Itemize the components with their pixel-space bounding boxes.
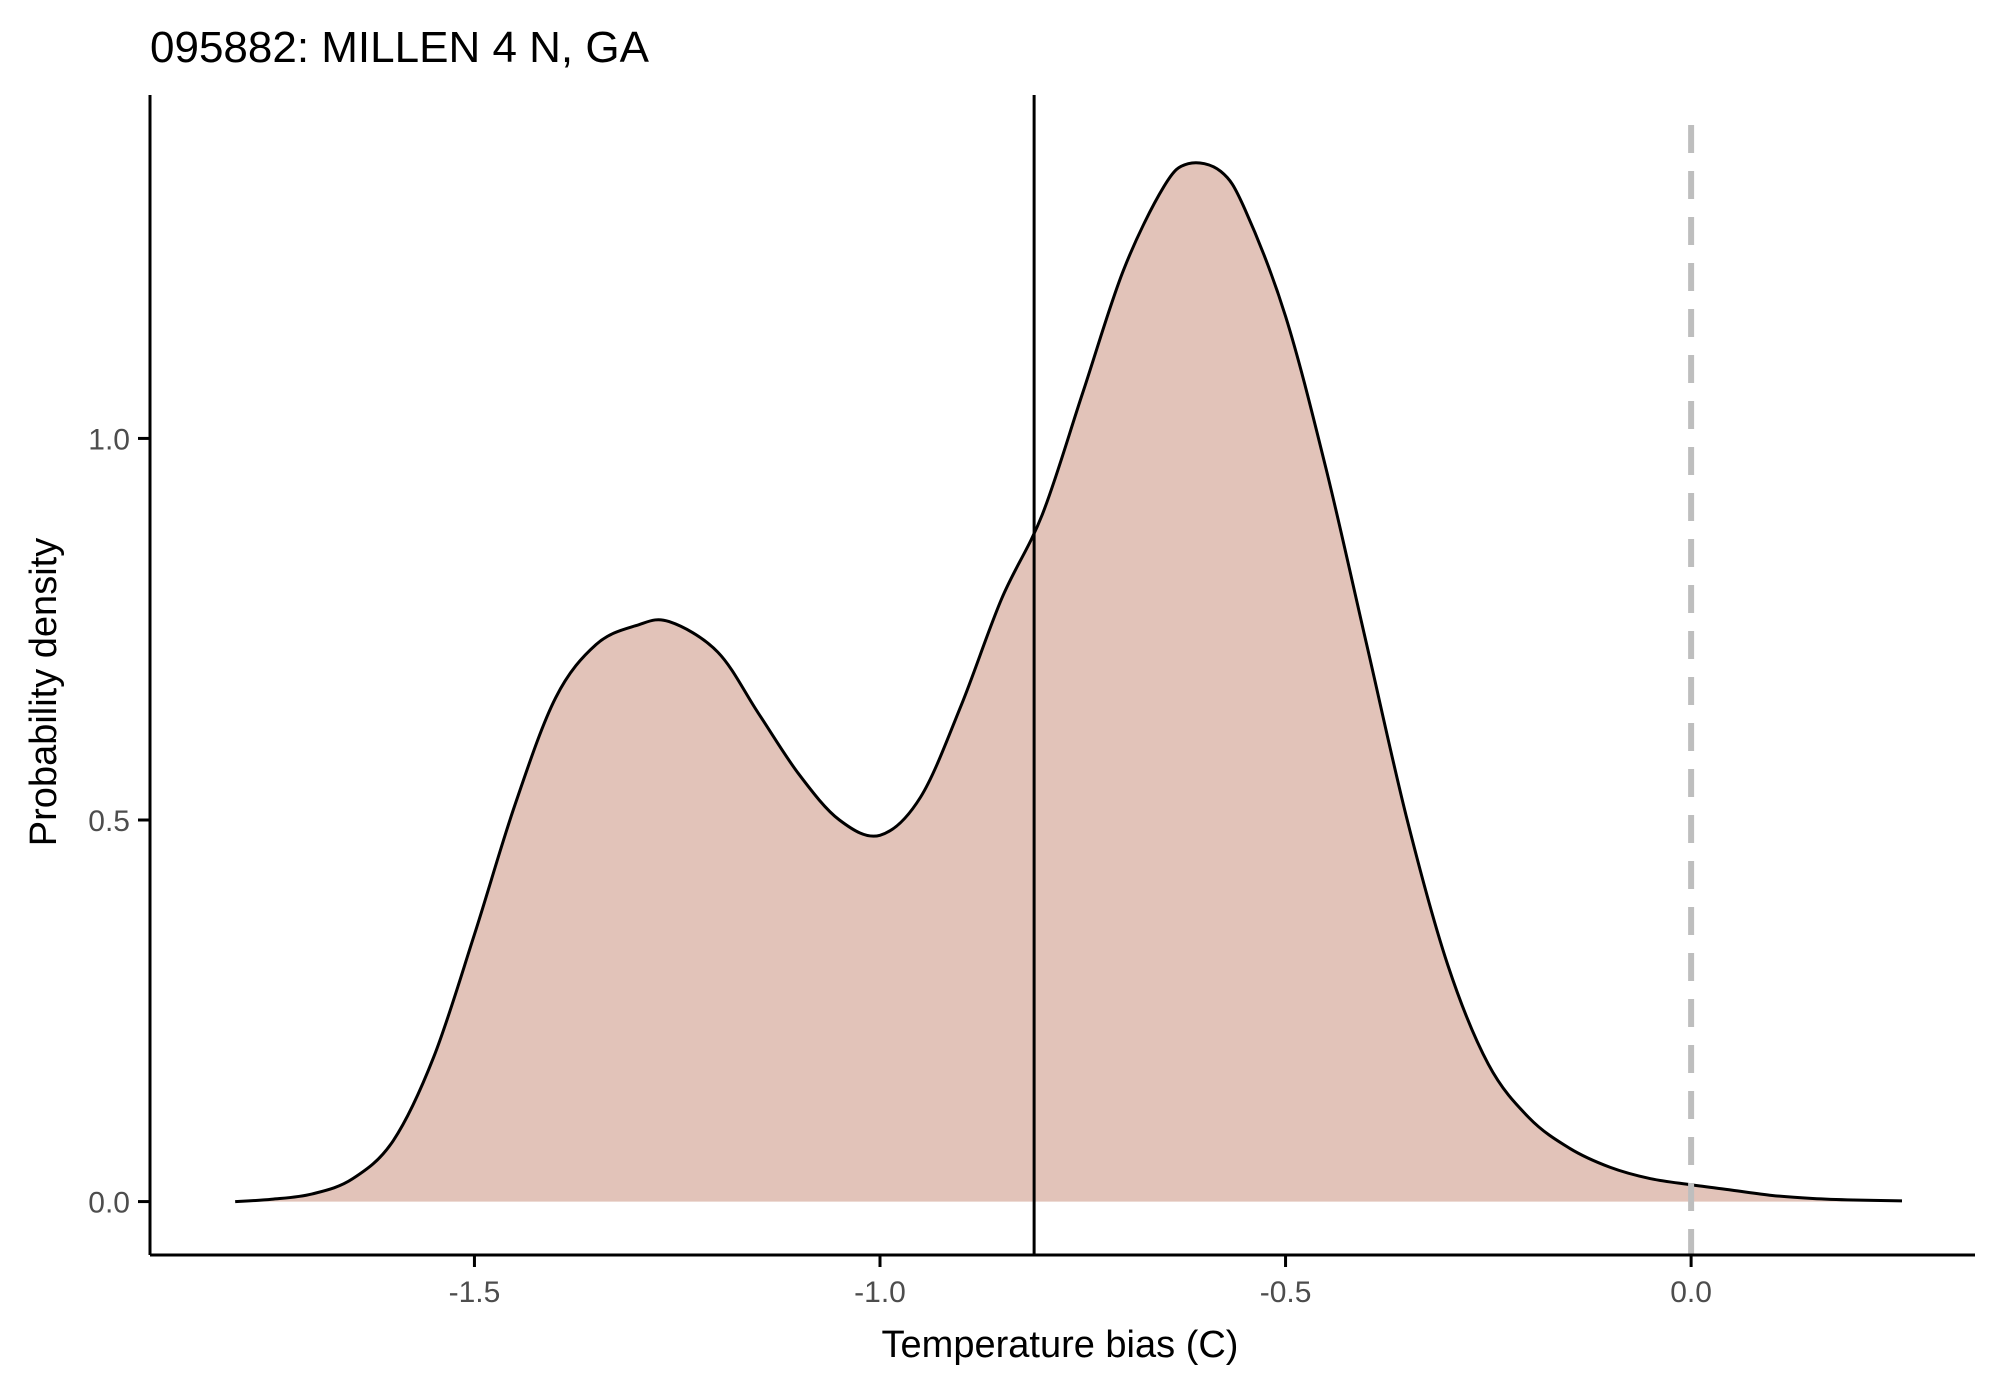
x-tick-label: -1.5 [449, 1276, 501, 1309]
x-tick-label: -1.0 [854, 1276, 906, 1309]
y-tick-label: 0.0 [88, 1187, 130, 1220]
y-axis-title: Probability density [23, 538, 65, 846]
y-tick-label: 0.5 [88, 805, 130, 838]
x-tick-label: 0.0 [1670, 1276, 1712, 1309]
density-area-0 [235, 162, 1902, 1202]
chart-title: 095882: MILLEN 4 N, GA [150, 23, 650, 72]
y-tick-label: 1.0 [88, 423, 130, 456]
axes: -1.5 -1.0 -0.5 0.0 0.0 0.5 1.0 [88, 95, 1975, 1309]
x-axis-title: Temperature bias (C) [882, 1324, 1239, 1366]
density-curve-0 [235, 161, 1903, 1204]
x-tick-label: -0.5 [1260, 1276, 1312, 1309]
plot-area [235, 95, 1903, 1255]
